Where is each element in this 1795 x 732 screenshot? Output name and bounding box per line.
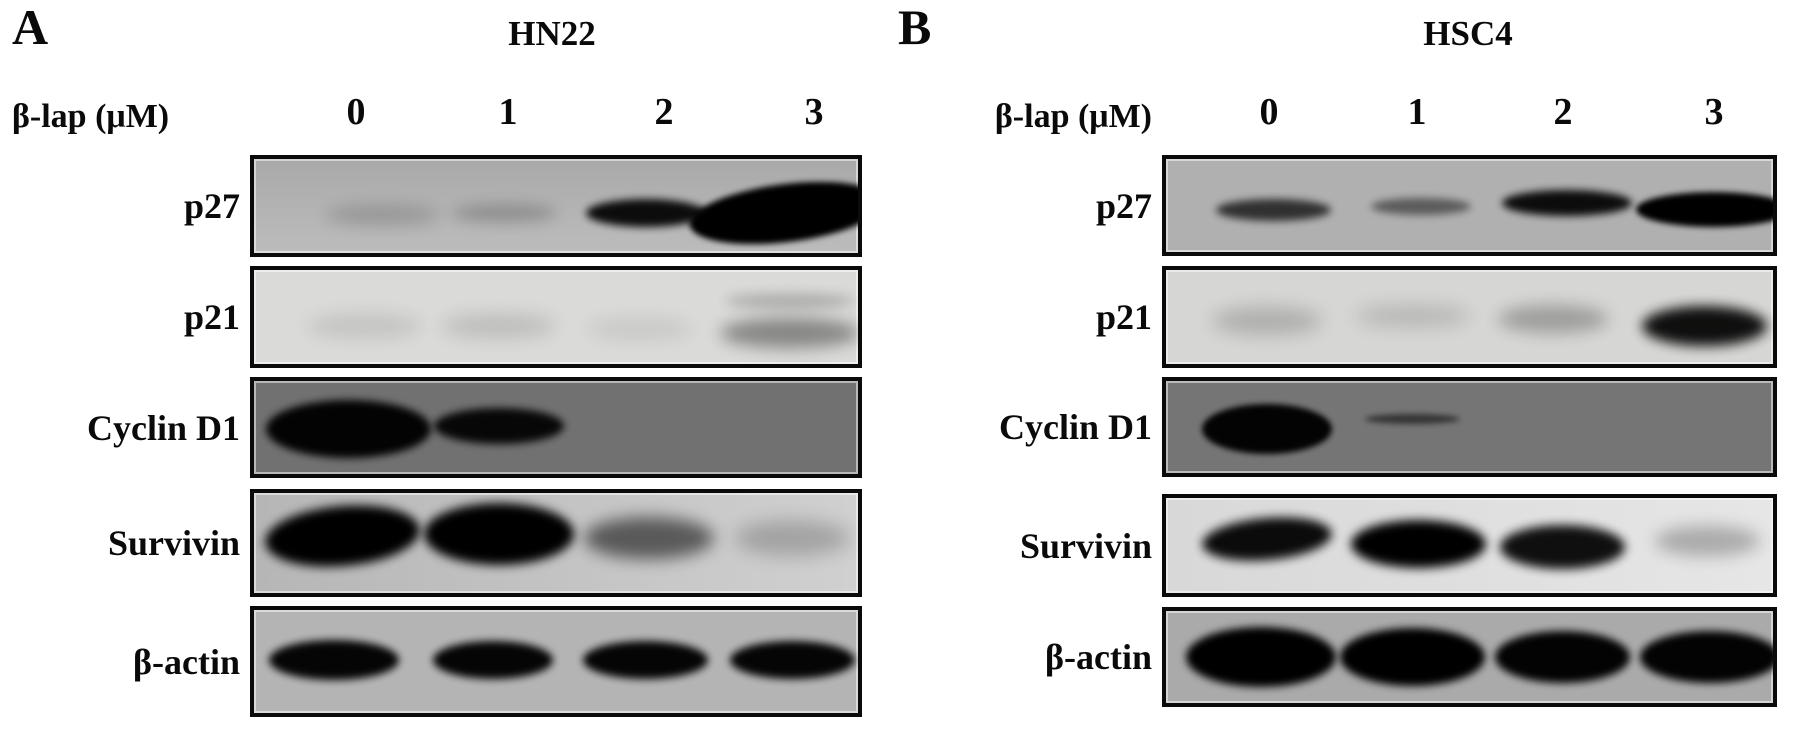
dose-value: 3 bbox=[1704, 91, 1724, 133]
band-lane-2 bbox=[1501, 190, 1632, 217]
dose-label-text: β-lap (μM) bbox=[12, 98, 170, 135]
protein-label: β-actin bbox=[1045, 637, 1152, 677]
band-lane-3 bbox=[724, 293, 855, 308]
dose-value: 1 bbox=[498, 91, 518, 133]
band-lane-0 bbox=[1186, 627, 1337, 687]
band-lane-1 bbox=[1339, 628, 1485, 686]
band-lane-2 bbox=[1500, 525, 1626, 570]
protein-label: p27 bbox=[183, 186, 240, 226]
dose-value: 0 bbox=[1259, 91, 1279, 133]
protein-label: β-actin bbox=[133, 641, 240, 682]
blot-box bbox=[1162, 607, 1777, 707]
panel-title: HSC4 bbox=[1423, 14, 1513, 53]
dose-label: β-lap (μM) bbox=[880, 100, 1152, 134]
dose-value: 2 bbox=[654, 91, 674, 133]
band-lane-1 bbox=[423, 503, 574, 566]
band-lane-0 bbox=[268, 639, 399, 680]
band-lane-2 bbox=[585, 199, 706, 228]
protein-label: p21 bbox=[1095, 297, 1152, 337]
panel-a-letter: A bbox=[12, 0, 49, 55]
band-lane-3 bbox=[1654, 526, 1760, 557]
band-lane-3 bbox=[719, 318, 858, 349]
blot-box bbox=[250, 266, 862, 368]
protein-label: Cyclin D1 bbox=[87, 407, 240, 448]
band-lane-2 bbox=[1498, 304, 1609, 333]
band-lane-1 bbox=[432, 640, 553, 679]
protein-label: p27 bbox=[1095, 185, 1152, 226]
blot-box bbox=[250, 606, 862, 717]
band-lane-0 bbox=[1212, 307, 1323, 335]
dose-value: 0 bbox=[346, 91, 366, 133]
band-lane-2 bbox=[1495, 631, 1631, 683]
band-lane-3 bbox=[735, 520, 851, 557]
protein-label: Survivin bbox=[1019, 525, 1152, 566]
blot-box bbox=[250, 155, 862, 257]
protein-label: p21 bbox=[183, 297, 240, 337]
band-lane-1 bbox=[1364, 414, 1460, 424]
dose-value: 2 bbox=[1553, 91, 1573, 133]
band-lane-0 bbox=[1202, 404, 1333, 454]
band-lane-1 bbox=[452, 204, 558, 223]
band-lane-1 bbox=[1350, 520, 1486, 569]
blot-box bbox=[1162, 155, 1777, 256]
dose-label-text: β-lap (μM) bbox=[994, 98, 1152, 135]
band-lane-0 bbox=[262, 499, 423, 573]
band-lane-1 bbox=[433, 408, 564, 445]
band-lane-2 bbox=[587, 318, 693, 341]
dose-value: 3 bbox=[804, 91, 824, 133]
band-lane-0 bbox=[325, 205, 441, 226]
blot-box bbox=[1162, 377, 1777, 477]
protein-label: Cyclin D1 bbox=[999, 407, 1152, 447]
band-lane-2 bbox=[583, 517, 714, 560]
band-lane-0 bbox=[1200, 512, 1335, 566]
band-lane-1 bbox=[441, 314, 557, 339]
band-lane-3 bbox=[1640, 631, 1773, 683]
band-lane-3 bbox=[730, 640, 856, 679]
blot-box bbox=[1162, 266, 1777, 368]
dose-value: 1 bbox=[1407, 91, 1427, 133]
band-lane-0 bbox=[306, 314, 422, 339]
band-lane-3 bbox=[686, 172, 858, 253]
panel-title: HN22 bbox=[508, 14, 596, 53]
band-lane-0 bbox=[1215, 198, 1331, 221]
band-lane-1 bbox=[1354, 304, 1470, 327]
band-lane-1 bbox=[1371, 197, 1472, 215]
band-lane-0 bbox=[266, 400, 432, 459]
band-lane-3 bbox=[1635, 192, 1773, 227]
band-lane-2 bbox=[583, 640, 709, 679]
dose-label: β-lap (μM) bbox=[12, 100, 228, 134]
panel-b-letter: B bbox=[898, 0, 932, 55]
protein-label: Survivin bbox=[107, 523, 240, 563]
band-lane-3 bbox=[1641, 306, 1767, 347]
blot-box bbox=[250, 377, 862, 478]
blot-box bbox=[250, 489, 862, 597]
blot-box bbox=[1162, 494, 1777, 597]
